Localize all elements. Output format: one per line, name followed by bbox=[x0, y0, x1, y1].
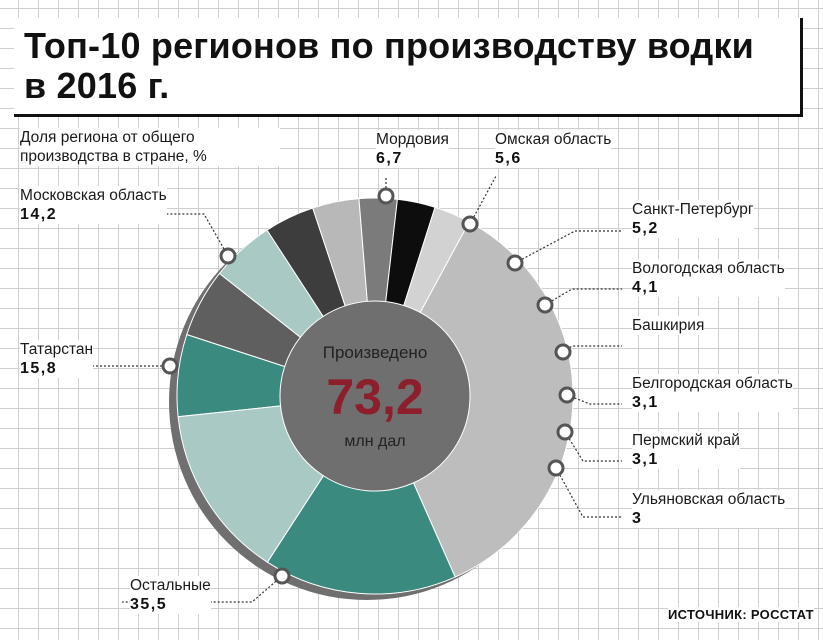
leader-line bbox=[469, 175, 497, 225]
leader-marker bbox=[219, 247, 237, 265]
leader-line bbox=[562, 345, 622, 353]
leader-marker bbox=[377, 187, 395, 205]
leader-line bbox=[544, 288, 622, 306]
label-name: Омская область bbox=[495, 131, 612, 148]
leader-marker bbox=[461, 215, 479, 233]
leader-line bbox=[555, 467, 622, 518]
leader-marker bbox=[273, 567, 291, 585]
label-ulyanovsk: Ульяновская область 3 bbox=[632, 490, 786, 528]
label-name: Татарстан bbox=[20, 341, 94, 358]
label-name: Ульяновская область bbox=[632, 491, 786, 508]
source-note: ИСТОЧНИК: РОССТАТ bbox=[668, 607, 814, 622]
leader-line bbox=[514, 230, 622, 264]
label-spb: Санкт-Петербург 5,2 bbox=[632, 200, 754, 238]
label-name: Санкт-Петербург bbox=[632, 201, 754, 218]
leader-marker bbox=[556, 423, 574, 441]
leader-marker bbox=[558, 386, 576, 404]
center-value: 73,2 bbox=[326, 369, 423, 425]
label-name: Пермский край bbox=[632, 432, 740, 449]
center-caption: Произведено bbox=[323, 343, 428, 362]
chart-subtitle: Доля региона от общего производства в ст… bbox=[20, 128, 280, 166]
leader-marker bbox=[536, 296, 554, 314]
label-omsk: Омская область 5,6 bbox=[495, 130, 612, 168]
leader-line bbox=[122, 575, 283, 603]
label-name: Башкирия bbox=[632, 317, 705, 334]
label-value: 3,1 bbox=[632, 394, 659, 411]
leader-marker bbox=[554, 343, 572, 361]
chart-title: Топ-10 регионов по производству водки в … bbox=[24, 25, 755, 106]
label-value: 5,6 bbox=[495, 150, 522, 167]
label-bashkiria: Башкирия bbox=[632, 316, 705, 335]
leader-marker bbox=[547, 459, 565, 477]
label-value: 35,5 bbox=[130, 596, 168, 613]
label-name: Мордовия bbox=[376, 131, 449, 148]
label-name: Белгородская область bbox=[632, 375, 793, 392]
label-moscow-region: Московская область 14,2 bbox=[20, 186, 167, 224]
label-value: 14,2 bbox=[20, 206, 58, 223]
label-value: 3,1 bbox=[632, 451, 659, 468]
label-vologda: Вологодская область 4,1 bbox=[632, 259, 785, 297]
leader-line bbox=[564, 431, 622, 462]
label-belgorod: Белгородская область 3,1 bbox=[632, 374, 793, 412]
label-name: Московская область bbox=[20, 187, 167, 204]
donut-slice bbox=[266, 475, 456, 595]
label-value: 4,1 bbox=[632, 279, 659, 296]
label-perm: Пермский край 3,1 bbox=[632, 431, 740, 469]
label-name: Остальные bbox=[130, 577, 211, 594]
label-value: 5,2 bbox=[632, 220, 659, 237]
donut-slice bbox=[177, 405, 325, 563]
label-name: Вологодская область bbox=[632, 260, 785, 277]
label-mordovia: Мордовия 6,7 bbox=[376, 130, 449, 168]
label-others: Остальные 35,5 bbox=[130, 576, 211, 614]
title-panel bbox=[14, 18, 803, 117]
center-unit: млн дал bbox=[344, 433, 405, 450]
leader-marker bbox=[506, 254, 524, 272]
label-value: 6,7 bbox=[376, 150, 403, 167]
label-tatarstan: Татарстан 15,8 bbox=[20, 340, 94, 378]
label-value: 3 bbox=[632, 510, 643, 527]
donut-slice bbox=[412, 221, 574, 578]
leader-marker bbox=[161, 357, 179, 375]
label-value: 15,8 bbox=[20, 360, 58, 377]
